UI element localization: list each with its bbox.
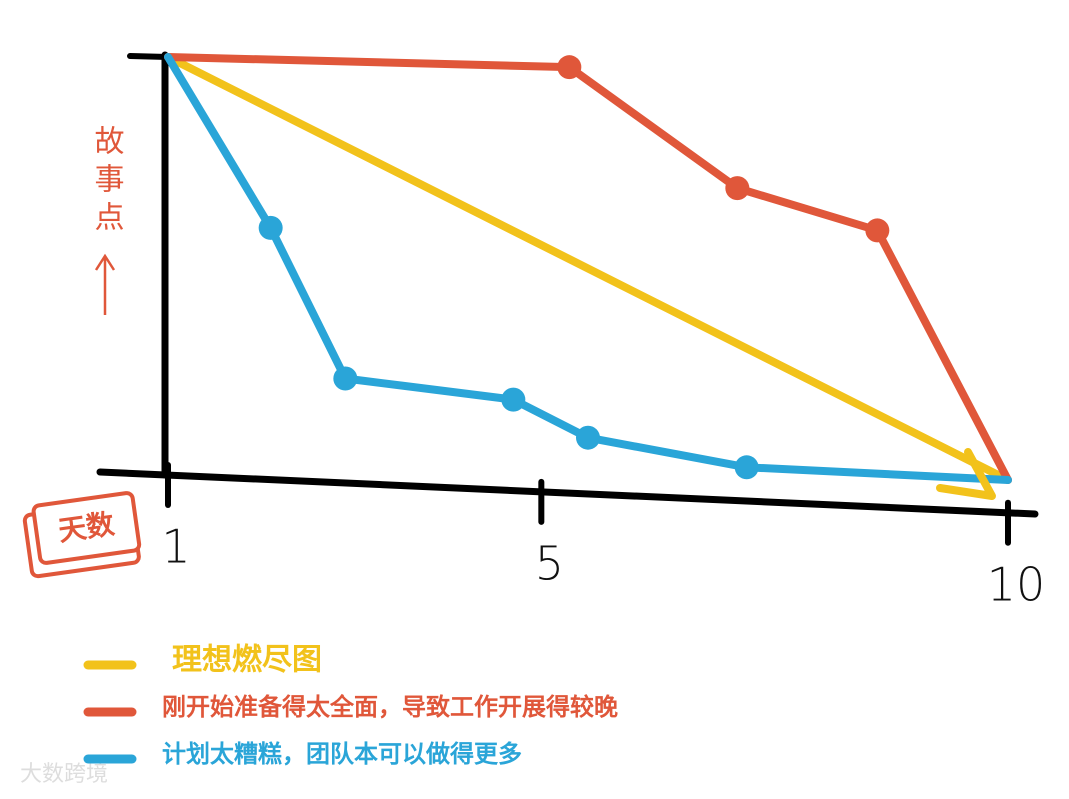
data-point	[725, 176, 750, 201]
y-axis-cap	[127, 53, 171, 60]
watermark: 大数跨境	[20, 762, 108, 787]
legend-label: 理想燃尽图	[172, 643, 322, 678]
y-axis-label: 故事点	[89, 125, 124, 239]
y-axis-arrow	[94, 253, 116, 315]
x-axis-label-icon: 天数	[22, 491, 142, 579]
data-point	[501, 387, 526, 412]
data-point	[865, 218, 890, 243]
series-line	[164, 53, 1012, 484]
x-tick-label: 10	[987, 557, 1046, 611]
legend-label: 计划太糟糕，团队本可以做得更多	[162, 740, 522, 768]
arrow-head	[936, 448, 996, 500]
x-tick-label: 5	[535, 536, 564, 590]
data-point	[557, 55, 582, 80]
icon-page	[31, 491, 142, 565]
data-point	[258, 215, 283, 240]
legend-label: 刚开始准备得太全面，导致工作开展得较晚	[162, 693, 618, 721]
data-point	[576, 425, 600, 450]
x-axis	[96, 468, 1039, 518]
data-point	[734, 455, 759, 480]
x-tick-label: 1	[161, 520, 190, 574]
x-axis-label: 天数	[56, 507, 117, 548]
data-point	[333, 366, 358, 391]
